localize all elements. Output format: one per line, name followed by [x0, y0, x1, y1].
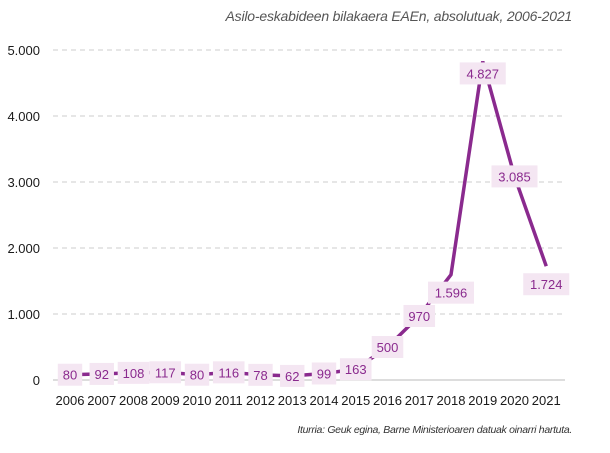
y-tick-label: 3.000: [7, 175, 40, 190]
data-label-bg: [248, 363, 273, 386]
data-label-bg: [57, 363, 83, 386]
data-label: 500: [377, 340, 399, 355]
data-label-bg: [371, 336, 404, 358]
data-label-bg: [403, 304, 436, 327]
data-label-bg: [117, 361, 150, 384]
x-tick-label: 2016: [373, 393, 402, 408]
data-label: 116: [218, 365, 239, 380]
x-tick-label: 2012: [246, 393, 275, 408]
data-label: 163: [345, 362, 367, 377]
data-label-bg: [184, 363, 210, 386]
x-tick-label: 2008: [119, 393, 148, 408]
data-label-bg: [491, 165, 538, 188]
data-label: 80: [63, 368, 77, 383]
data-label-bg: [149, 361, 182, 384]
x-tick-label: 2007: [87, 393, 116, 408]
x-tick-label: 2019: [468, 393, 497, 408]
data-label: 4.827: [466, 66, 499, 81]
data-label: 99: [317, 366, 331, 381]
data-label-bg: [428, 281, 474, 304]
y-tick-label: 1.000: [7, 307, 40, 322]
data-label-bg: [339, 358, 372, 381]
x-tick-label: 2017: [405, 393, 434, 408]
data-label: 80: [190, 368, 204, 383]
data-label: 108: [123, 366, 145, 381]
data-label: 117: [155, 365, 176, 380]
x-tick-label: 2020: [500, 393, 529, 408]
x-tick-label: 2015: [341, 393, 370, 408]
x-tick-label: 2009: [151, 393, 180, 408]
x-tick-label: 2010: [183, 393, 212, 408]
x-tick-label: 2021: [532, 393, 561, 408]
x-tick-label: 2013: [278, 393, 307, 408]
x-tick-label: 2006: [56, 393, 85, 408]
chart-source: Iturria: Geuk egina, Barne Ministerioare…: [297, 424, 572, 436]
y-tick-label: 4.000: [7, 109, 40, 124]
data-label: 92: [95, 367, 109, 382]
x-tick-label: 2018: [437, 393, 466, 408]
y-tick-label: 2.000: [7, 241, 40, 256]
data-label: 1.596: [435, 286, 468, 301]
data-label-bg: [212, 361, 245, 384]
y-tick-label: 0: [33, 373, 40, 388]
y-tick-label: 5.000: [7, 43, 40, 58]
data-label: 1.724: [530, 277, 563, 292]
data-label: 62: [285, 369, 299, 384]
data-label: 970: [408, 309, 430, 324]
x-tick-label: 2011: [215, 393, 243, 408]
chart-title: Asilo-eskabideen bilakaera EAEn, absolut…: [225, 8, 573, 24]
x-tick-label: 2014: [310, 393, 339, 408]
data-line: [69, 60, 548, 378]
data-label: 3.085: [498, 169, 531, 184]
data-label-bg: [523, 273, 570, 296]
data-label-bg: [459, 62, 506, 85]
data-label-bg: [311, 362, 337, 385]
data-label-bg: [89, 362, 114, 385]
data-label-bg: [280, 364, 305, 387]
data-label: 78: [253, 368, 267, 383]
